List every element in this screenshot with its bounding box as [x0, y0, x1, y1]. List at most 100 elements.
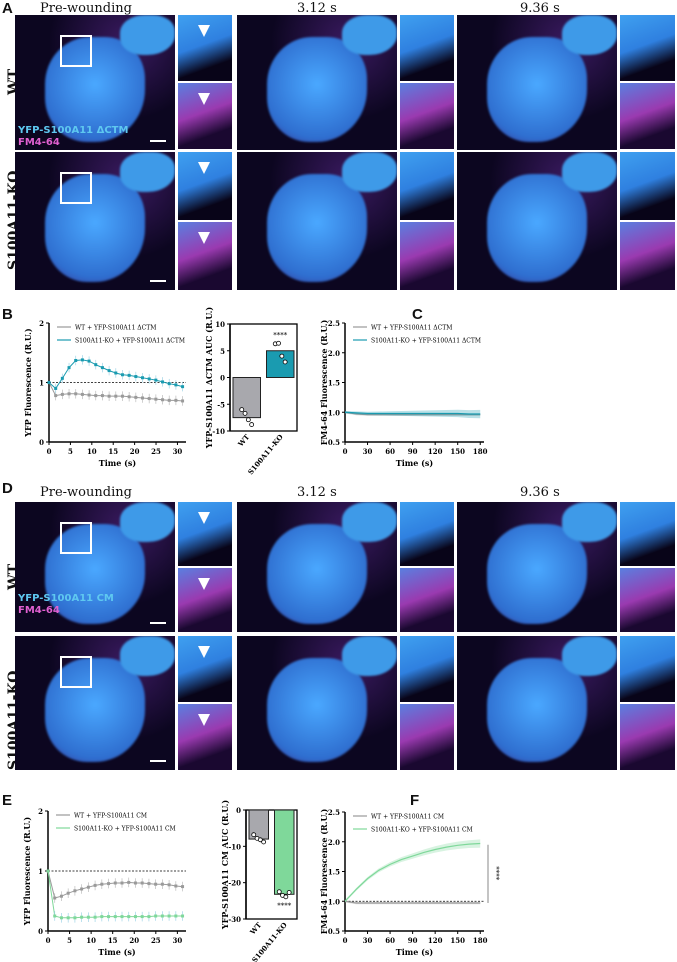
arrowhead-icon [198, 162, 210, 174]
data-point [67, 366, 71, 370]
inset-yfp [178, 636, 232, 702]
inset-fm4-64 [178, 568, 232, 632]
data-point [279, 353, 285, 359]
scale-bar [150, 140, 166, 142]
y-tick-label: 10 [215, 320, 225, 329]
y-tick-label: 0 [220, 374, 225, 383]
scale-bar [150, 280, 166, 282]
legend-label: S100A11-KO + YFP-S100A11 ΔCTM [75, 338, 185, 345]
inset-fm4-64 [620, 222, 675, 290]
cell-shape [487, 174, 587, 282]
data-point [120, 915, 124, 919]
data-point [276, 889, 282, 895]
zoom-region-box [60, 172, 92, 204]
x-tick-label: 5 [67, 936, 72, 945]
x-tick-label: 90 [408, 936, 418, 945]
panel-label-f: F [410, 792, 420, 809]
data-point [140, 881, 144, 885]
arrowhead-icon [198, 512, 210, 524]
inset-yfp [178, 502, 232, 566]
legend-label: S100A11-KO + YFP-S100A11 ΔCTM [371, 338, 481, 345]
data-point [100, 882, 104, 886]
arrowhead-icon [198, 25, 210, 37]
data-point [174, 884, 178, 888]
zoom-region-box [60, 522, 92, 554]
data-point [160, 914, 164, 918]
x-tick-label: 15 [108, 447, 118, 456]
data-point [181, 914, 185, 918]
data-point [134, 395, 138, 399]
inset-yfp [178, 15, 232, 81]
neighbor-cell-shape [562, 152, 617, 192]
data-point [127, 373, 131, 377]
data-point [181, 385, 185, 389]
data-point [59, 894, 63, 898]
data-point [66, 891, 70, 895]
data-point [80, 358, 84, 362]
x-tick-label: 180 [473, 447, 488, 456]
cell-shape [267, 174, 367, 282]
data-point [282, 359, 288, 365]
arrowhead-icon [198, 232, 210, 244]
data-point [174, 383, 178, 387]
y-tick-label: 1.5 [328, 868, 340, 877]
legend-label: WT + YFP-S100A11 ΔCTM [371, 325, 452, 332]
inset-yfp [400, 152, 454, 220]
micrograph-large [15, 636, 175, 770]
data-point [174, 914, 178, 918]
data-point [93, 915, 97, 919]
data-point [67, 392, 71, 396]
data-point [161, 380, 165, 384]
x-tick-label: 0 [343, 447, 348, 456]
y-tick-label: 0 [39, 438, 44, 447]
column-header-3s-d: 3.12 s [297, 485, 337, 500]
channel-label-yfp-a: YFP-S100A11 ΔCTM [18, 125, 129, 136]
data-point [114, 371, 118, 375]
data-point [127, 915, 131, 919]
series-line [344, 900, 481, 904]
data-point [154, 882, 158, 886]
arrowhead-icon [198, 646, 210, 658]
significance-label: **** [492, 866, 500, 881]
data-point [286, 890, 292, 895]
x-axis-label: Time (s) [98, 947, 136, 957]
y-tick-label: -20 [228, 879, 241, 888]
data-point [161, 398, 165, 402]
data-point [54, 386, 58, 390]
data-point [141, 396, 145, 400]
legend-label: WT + YFP-S100A11 CM [371, 814, 444, 821]
micrograph-large [457, 636, 617, 770]
x-tick-label: 20 [129, 936, 139, 945]
column-header-9s-a: 9.36 s [520, 1, 560, 16]
data-point [74, 392, 78, 396]
zoom-region-box [60, 656, 92, 688]
micrograph-large [15, 152, 175, 290]
x-tick-label: 150 [450, 936, 465, 945]
column-header-3s-a: 3.12 s [297, 1, 337, 16]
cell-shape [267, 658, 367, 762]
data-point [100, 366, 104, 370]
x-tick-label: 0 [343, 936, 348, 945]
series-line [344, 842, 481, 902]
micrograph-large [237, 636, 397, 770]
data-point [245, 417, 251, 423]
data-point [167, 914, 171, 918]
arrowhead-icon [198, 714, 210, 726]
inset-yfp [178, 152, 232, 220]
data-point [93, 883, 97, 887]
column-header-pre-wounding-a: Pre-wounding [40, 1, 132, 16]
x-tick-label: WT [247, 920, 263, 937]
y-tick-label: 1 [38, 867, 43, 876]
y-tick-label: -5 [217, 400, 225, 409]
series-line [344, 411, 481, 415]
data-point [59, 916, 63, 920]
data-point [133, 881, 137, 885]
y-axis-label: YFP-S100A11 ΔCTM AUC (R.U.) [204, 307, 214, 450]
y-tick-label: 0.5 [328, 438, 340, 447]
data-point [113, 881, 117, 885]
data-point [94, 363, 98, 367]
channel-label-yfp-d: YFP-S100A11 CM [18, 593, 114, 604]
micrograph-large [237, 15, 397, 150]
data-point [147, 397, 151, 401]
